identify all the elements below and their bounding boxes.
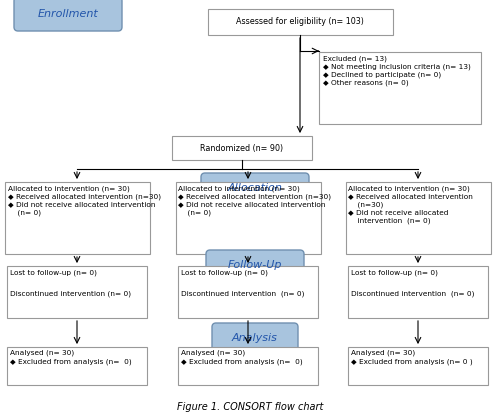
Text: Lost to follow-up (n= 0)

Discontinued intervention  (n= 0): Lost to follow-up (n= 0) Discontinued in… (351, 270, 474, 297)
Text: Lost to follow-up (n= 0)

Discontinued intervention (n= 0): Lost to follow-up (n= 0) Discontinued in… (10, 270, 131, 297)
Text: Randomized (n= 90): Randomized (n= 90) (200, 144, 283, 152)
FancyBboxPatch shape (206, 250, 304, 280)
Text: Analysis: Analysis (232, 333, 278, 343)
Text: Allocated to intervention (n= 30)
◆ Received allocated intervention
    (n=30)
◆: Allocated to intervention (n= 30) ◆ Rece… (348, 185, 474, 223)
Bar (319, 52, 481, 124)
FancyBboxPatch shape (201, 173, 309, 203)
Text: Excluded (n= 13)
◆ Not meeting inclusion criteria (n= 13)
◆ Declined to particip: Excluded (n= 13) ◆ Not meeting inclusion… (323, 55, 471, 86)
FancyBboxPatch shape (212, 323, 298, 353)
Bar (348, 347, 488, 385)
Bar (172, 136, 312, 160)
Text: Allocated to intervention (n= 30)
◆ Received allocated intervention (n=30)
◆ Did: Allocated to intervention (n= 30) ◆ Rece… (8, 185, 160, 216)
Text: Assessed for eligibility (n= 103): Assessed for eligibility (n= 103) (236, 18, 364, 26)
Text: Analysed (n= 30)
◆ Excluded from analysis (n=  0): Analysed (n= 30) ◆ Excluded from analysi… (10, 350, 132, 365)
Bar (348, 266, 488, 318)
Bar (208, 9, 392, 35)
Text: Analysed (n= 30)
◆ Excluded from analysis (n= 0 ): Analysed (n= 30) ◆ Excluded from analysi… (351, 350, 473, 365)
Text: Allocated to intervention (n= 30)
◆ Received allocated intervention (n=30)
◆ Did: Allocated to intervention (n= 30) ◆ Rece… (178, 185, 332, 216)
FancyBboxPatch shape (14, 0, 122, 31)
Text: Allocation: Allocation (228, 183, 282, 193)
Text: Lost to follow-up (n= 0)

Discontinued intervention  (n= 0): Lost to follow-up (n= 0) Discontinued in… (181, 270, 304, 297)
Text: Follow-Up: Follow-Up (228, 260, 282, 270)
Bar (178, 266, 318, 318)
Text: Figure 1. CONSORT flow chart: Figure 1. CONSORT flow chart (177, 402, 323, 412)
Bar (176, 182, 320, 254)
Bar (178, 347, 318, 385)
Bar (4, 182, 150, 254)
Bar (7, 266, 147, 318)
Text: Enrollment: Enrollment (38, 9, 98, 19)
Bar (7, 347, 147, 385)
Bar (346, 182, 490, 254)
Text: Analysed (n= 30)
◆ Excluded from analysis (n=  0): Analysed (n= 30) ◆ Excluded from analysi… (181, 350, 303, 365)
